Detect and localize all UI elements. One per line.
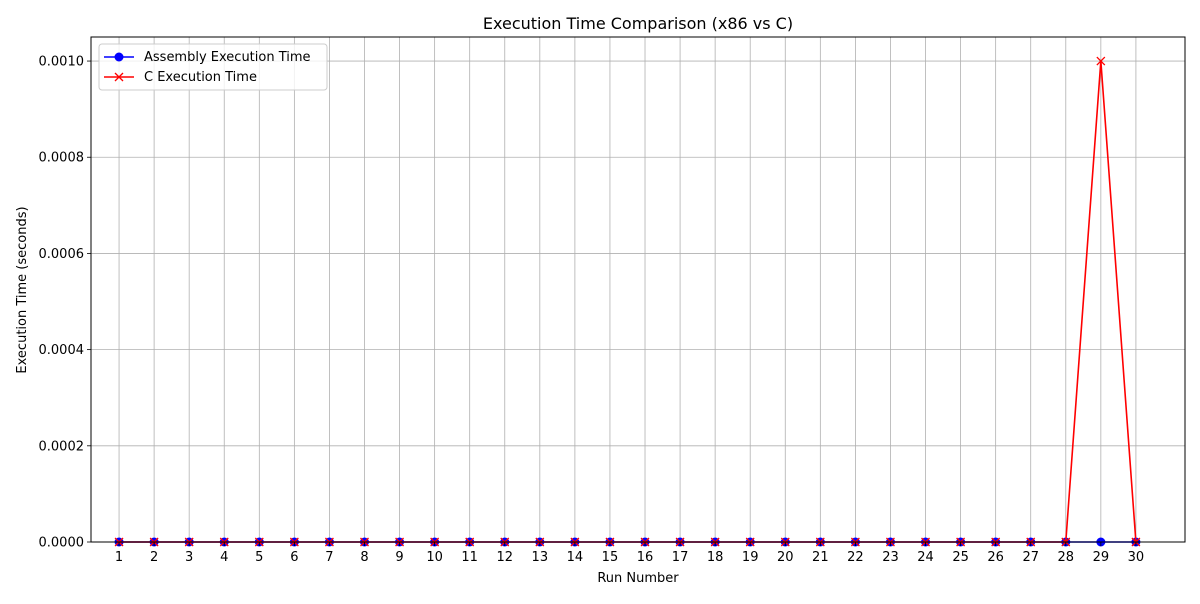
y-tick-label: 0.0004 <box>39 343 85 358</box>
y-tick-label: 0.0006 <box>39 247 85 262</box>
plot-frame <box>90 36 1186 543</box>
data-point-stroke <box>1096 56 1106 66</box>
data-point <box>1096 56 1106 66</box>
x-tick-label: 11 <box>461 550 478 565</box>
y-axis-label: Execution Time (seconds) <box>15 206 30 373</box>
x-tick-label: 2 <box>150 550 158 565</box>
x-tick-label: 13 <box>532 550 549 565</box>
x-tick-label: 4 <box>220 550 228 565</box>
y-tick-label: 0.0002 <box>39 439 85 454</box>
x-tick-label: 17 <box>672 550 689 565</box>
legend-label-c: C Execution Time <box>144 70 257 85</box>
x-tick-label: 24 <box>917 550 934 565</box>
chart-title: Execution Time Comparison (x86 vs C) <box>483 14 793 33</box>
x-tick-label: 23 <box>882 550 899 565</box>
x-tick-label: 20 <box>777 550 794 565</box>
x-tick-label: 30 <box>1128 550 1145 565</box>
x-tick-label: 12 <box>496 550 513 565</box>
x-tick-label: 16 <box>637 550 654 565</box>
x-tick-label: 6 <box>290 550 298 565</box>
x-tick-label: 3 <box>185 550 193 565</box>
x-tick-label: 14 <box>567 550 584 565</box>
x-tick-label: 18 <box>707 550 724 565</box>
x-tick-label: 27 <box>1022 550 1039 565</box>
x-tick-label: 5 <box>255 550 263 565</box>
y-tick-label: 0.0010 <box>39 55 85 70</box>
legend-label-assembly: Assembly Execution Time <box>144 50 311 65</box>
legend-entry-assembly: Assembly Execution Time <box>104 50 311 65</box>
legend-frame <box>98 43 328 91</box>
y-tick-label: 0.0008 <box>39 151 85 166</box>
x-tick-label: 29 <box>1093 550 1110 565</box>
x-tick-label: 15 <box>602 550 619 565</box>
x-axis-label: Run Number <box>597 571 679 586</box>
x-tick-label: 19 <box>742 550 759 565</box>
grid <box>91 37 1185 543</box>
y-tick-label: 0.0000 <box>39 536 85 551</box>
x-tick-label: 7 <box>325 550 333 565</box>
x-tick-label: 9 <box>395 550 403 565</box>
x-tick-label: 8 <box>360 550 368 565</box>
y-axis-ticks: 0.0000 0.0002 0.0004 0.0006 0.0008 0.0010 <box>39 55 91 551</box>
legend: Assembly Execution Time C Execution Time <box>98 43 328 91</box>
x-tick-label: 1 <box>115 550 123 565</box>
x-tick-label: 25 <box>952 550 969 565</box>
legend-entry-c: C Execution Time <box>104 70 257 85</box>
x-axis-ticks: 1 2 3 4 5 6 7 8 9 10 11 12 13 14 15 16 17 18 19 20 21 22 23 24 2… <box>115 542 1144 565</box>
legend-marker-assembly <box>114 52 124 62</box>
legend-marker-c <box>114 72 124 82</box>
x-tick-label: 22 <box>847 550 864 565</box>
x-tick-label: 26 <box>987 550 1004 565</box>
x-tick-label: 28 <box>1058 550 1075 565</box>
x-tick-label: 10 <box>426 550 443 565</box>
legend-marker-c-stroke <box>114 72 124 82</box>
x-tick-label: 21 <box>812 550 829 565</box>
